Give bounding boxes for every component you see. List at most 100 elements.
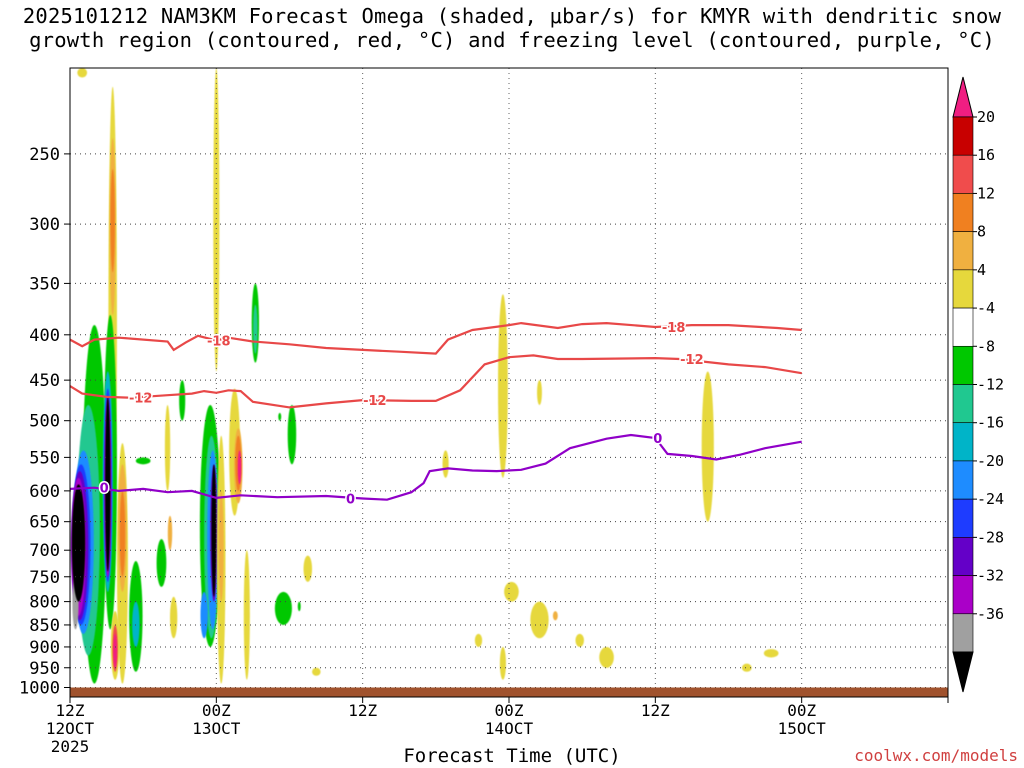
- omega-cell: [741, 663, 752, 672]
- y-tick-label: 650: [29, 513, 60, 533]
- freezing-level-label: 0: [346, 492, 355, 507]
- omega-cell: [297, 601, 301, 612]
- y-tick-label: 800: [29, 593, 60, 613]
- omega-cell: [530, 601, 549, 639]
- omega-cell: [237, 450, 242, 485]
- omega-cell: [278, 412, 282, 421]
- chart-title-line1: 2025101212 NAM3KM Forecast Omega (shaded…: [22, 4, 1002, 28]
- x-tick-label: 00Z: [495, 701, 524, 720]
- x-tick-label: 12Z: [641, 701, 670, 720]
- omega-cell: [213, 68, 220, 372]
- dendritic-top-label: -18: [662, 321, 686, 336]
- x-tick-label: 2025: [51, 737, 90, 756]
- x-tick-label: 13OCT: [192, 719, 241, 738]
- colorbar-label: -12: [977, 376, 1004, 394]
- colorbar-swatch: [952, 498, 974, 538]
- dendritic-bottom-label: -12: [129, 392, 153, 407]
- colorbar-label: -28: [977, 528, 1004, 546]
- omega-cell: [132, 601, 140, 647]
- omega-cell: [575, 633, 584, 647]
- colorbar-label: -32: [977, 567, 1004, 585]
- omega-cell: [287, 404, 297, 465]
- colorbar-bottom-arrow: [952, 651, 974, 693]
- colorbar-label: -20: [977, 452, 1004, 470]
- x-tick-label: 15OCT: [778, 719, 827, 738]
- credit-text: coolwx.com/models: [854, 746, 1018, 765]
- omega-cell: [763, 649, 779, 658]
- freezing-level-contour: [69, 433, 802, 501]
- colorbar-swatch: [952, 231, 974, 271]
- colorbar-swatch: [952, 345, 974, 385]
- y-tick-label: 450: [29, 371, 60, 391]
- y-tick-label: 700: [29, 541, 60, 561]
- omega-cell: [312, 667, 321, 676]
- x-tick-label: 14OCT: [485, 719, 534, 738]
- omega-cell: [179, 380, 186, 421]
- omega-cell: [156, 539, 167, 587]
- colorbar-label: -16: [977, 414, 1004, 432]
- y-tick-label: 1000: [19, 678, 60, 698]
- omega-cell: [552, 611, 558, 621]
- colorbar-label: -36: [977, 605, 1004, 623]
- colorbar-label: 20: [977, 108, 995, 126]
- omega-shading: [71, 68, 779, 684]
- colorbar-label: -8: [977, 337, 995, 355]
- colorbar: 20 16 12 8 4 -4 -8 -12 -16 -20 -24 -28 -32 -36: [952, 76, 1004, 693]
- omega-cell: [119, 490, 126, 577]
- y-tick-label: 500: [29, 412, 60, 432]
- dendritic-top-contour: [69, 321, 802, 355]
- omega-cell: [218, 490, 224, 602]
- omega-cell: [77, 68, 88, 78]
- omega-cell: [167, 515, 173, 551]
- colorbar-swatch: [952, 269, 974, 309]
- omega-cell: [105, 396, 111, 572]
- omega-cell: [110, 168, 115, 273]
- omega-cell: [243, 550, 250, 680]
- y-tick-label: 600: [29, 482, 60, 502]
- omega-cell: [599, 646, 614, 668]
- y-tick-label: 550: [29, 448, 60, 468]
- colorbar-swatch: [952, 613, 974, 653]
- y-tick-label: 850: [29, 616, 60, 636]
- dendritic-bottom-label: -12: [363, 394, 387, 409]
- x-tick-label: 12OCT: [46, 719, 95, 738]
- x-tick-label: 00Z: [202, 701, 231, 720]
- colorbar-top-arrow: [952, 76, 974, 118]
- x-tick-label: 00Z: [787, 701, 816, 720]
- freezing-level-label: 0: [100, 482, 109, 497]
- colorbar-label: 16: [977, 146, 995, 164]
- omega-cell: [303, 555, 313, 582]
- colorbar-swatch: [952, 154, 974, 194]
- colorbar-label: 12: [977, 184, 995, 202]
- dendritic-bottom-label: -12: [680, 353, 704, 368]
- y-tick-label: 750: [29, 568, 60, 588]
- omega-cell: [200, 591, 208, 639]
- y-tick-label: 350: [29, 274, 60, 294]
- freezing-level-label: 0: [653, 432, 662, 447]
- colorbar-swatch: [952, 307, 974, 347]
- x-tick-label: 12Z: [348, 701, 377, 720]
- omega-cell: [113, 633, 117, 668]
- colorbar-swatch: [952, 422, 974, 462]
- omega-cell: [499, 646, 506, 680]
- y-tick-label: 900: [29, 638, 60, 658]
- colorbar-swatch: [952, 116, 974, 156]
- x-tick-label: 12Z: [56, 701, 85, 720]
- omega-cell: [71, 484, 86, 602]
- colorbar-swatch: [952, 193, 974, 232]
- omega-cell: [504, 581, 519, 602]
- y-tick-label: 950: [29, 659, 60, 679]
- omega-cell: [164, 404, 171, 491]
- colorbar-label: -4: [977, 299, 995, 317]
- omega-cell: [537, 380, 542, 405]
- omega-cell: [135, 457, 151, 465]
- colorbar-label: -24: [977, 490, 1004, 508]
- colorbar-swatch: [952, 460, 974, 500]
- x-axis-title: Forecast Time (UTC): [403, 745, 621, 767]
- y-tick-label: 400: [29, 326, 60, 346]
- dendritic-top-label: -18: [207, 335, 231, 350]
- omega-cell: [274, 591, 292, 625]
- omega-cell: [474, 633, 483, 647]
- colorbar-label: 8: [977, 223, 986, 241]
- omega-cell: [442, 450, 449, 478]
